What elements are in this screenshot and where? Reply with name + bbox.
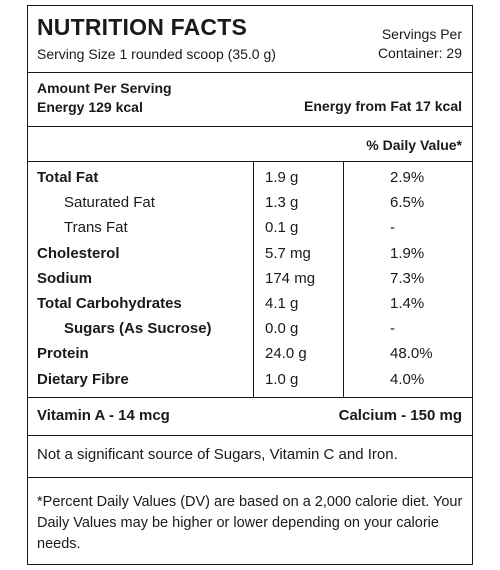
not-significant-note: Not a significant source of Sugars, Vita… [37,446,398,463]
nutrient-amount: 5.7 mg [265,244,311,262]
nutrient-amount: 1.0 g [265,370,299,388]
servings-per-container: Servings Per Container: 29 [378,25,462,63]
nutrient-daily-value: 48.0% [390,345,433,363]
nutrient-amount: 174 mg [265,269,316,287]
divider [28,435,472,436]
nutrient-daily-value: 1.4% [390,295,425,312]
nutrient-amount: 1.3 g [265,194,299,212]
column-divider [343,161,344,397]
table-row: Total Fat 1.9 g 2.9% [28,166,472,191]
nutrient-daily-value: 4.0% [390,370,425,388]
energy-value: Energy 129 kcal [37,99,143,115]
divider [28,161,472,162]
table-row: Total Carbohydrates 4.1 g 1.4% [28,292,472,317]
servings-per-line2: Container: 29 [377,45,462,61]
table-row: Dietary Fibre 1.0 g 4.0% [28,368,472,393]
amount-per-serving: Amount Per Serving [37,80,172,96]
nutrient-daily-value: - [390,320,395,338]
amount-per-serving-block: Amount Per Serving Energy 129 kcal [37,79,172,117]
nutrient-name: Sodium [37,269,92,287]
nutrient-daily-value: 1.9% [390,244,425,262]
nutrient-name: Dietary Fibre [37,370,129,388]
table-row: Sodium 174 mg 7.3% [28,267,472,292]
table-row: Cholesterol 5.7 mg 1.9% [28,242,472,267]
serving-size: Serving Size 1 rounded scoop (35.0 g) [37,46,276,62]
nutrient-name: Trans Fat [64,219,128,237]
footnote: *Percent Daily Values (DV) are based on … [37,494,463,552]
divider [28,72,472,73]
divider [28,126,472,127]
nutrient-daily-value: 7.3% [390,269,425,287]
label-title: NUTRITION FACTS [37,14,247,40]
nutrient-name: Sugars (As Sucrose) [64,320,212,338]
nutrient-amount: 0.0 g [265,320,299,338]
nutrient-name: Cholesterol [37,244,120,262]
nutrient-name: Total Carbohydrates [37,295,182,312]
servings-per-line1: Servings Per [381,26,462,42]
calcium: Calcium - 150 mg [338,407,462,424]
nutrient-name: Protein [37,345,89,363]
nutrient-amount: 0.1 g [265,219,299,237]
nutrient-amount: 4.1 g [265,295,299,312]
nutrient-daily-value: 6.5% [390,194,425,212]
energy-from-fat: Energy from Fat 17 kcal [304,98,462,114]
divider [28,477,472,478]
vitamin-a: Vitamin A - 14 mcg [37,407,170,424]
nutrient-amount: 24.0 g [265,345,307,363]
daily-value-header: % Daily Value* [366,137,462,153]
table-row: Trans Fat 0.1 g - [28,216,472,241]
table-row: Protein 24.0 g 48.0% [28,342,472,367]
nutrient-name: Saturated Fat [64,194,155,212]
nutrient-amount: 1.9 g [265,169,299,186]
table-row: Sugars (As Sucrose) 0.0 g - [28,317,472,342]
column-divider [253,161,254,397]
divider [28,397,472,398]
nutrition-label: NUTRITION FACTS Serving Size 1 rounded s… [27,5,473,565]
nutrient-daily-value: - [390,219,395,237]
table-row: Saturated Fat 1.3 g 6.5% [28,191,472,216]
nutrient-name: Total Fat [37,169,99,186]
nutrient-daily-value: 2.9% [390,169,425,186]
